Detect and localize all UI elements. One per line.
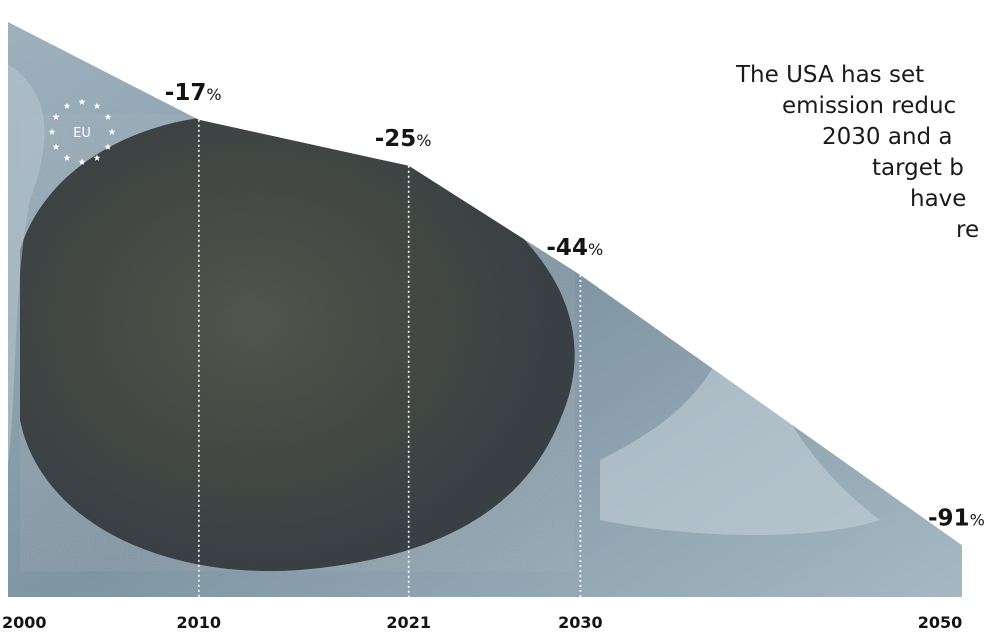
eu-star	[78, 158, 86, 165]
value-label-2030: -44%	[546, 235, 603, 261]
x-tick-label-2030: 2030	[558, 613, 603, 632]
eu-star	[108, 128, 116, 135]
year-dividers	[198, 119, 582, 597]
x-tick-label-2021: 2021	[386, 613, 431, 632]
value-number: -91	[928, 505, 970, 531]
value-labels: -17%-25%-44%-91%	[165, 80, 985, 531]
eu-badge: EU	[42, 92, 122, 172]
value-number: -25	[375, 126, 417, 152]
value-unit: %	[206, 85, 221, 104]
eu-badge-label: EU	[73, 126, 91, 141]
eu-star	[63, 154, 71, 161]
eu-star	[78, 98, 86, 105]
eu-star	[93, 102, 101, 109]
value-unit: %	[970, 510, 985, 529]
value-unit: %	[588, 240, 603, 259]
value-label-2050: -91%	[928, 505, 985, 531]
eu-star	[104, 143, 112, 150]
value-unit: %	[416, 131, 431, 150]
annotation-text: The USA has set emission reduc 2030 and …	[700, 60, 995, 380]
eu-star	[48, 128, 56, 135]
eu-star	[104, 113, 112, 120]
annotation-line: The USA has set	[736, 62, 925, 88]
x-tick-label-2000: 2000	[2, 613, 47, 632]
value-label-2010: -17%	[165, 80, 222, 106]
annotation-line: 2030 and a	[822, 124, 953, 150]
annotation-line: have	[910, 186, 967, 212]
eu-stars-icon: EU	[48, 98, 116, 165]
eu-star	[52, 143, 60, 150]
x-axis-tick-labels: 2000 2010 2021 2030 2050	[2, 613, 962, 632]
value-label-2021: -25%	[375, 126, 432, 152]
annotation-line: target b	[872, 155, 964, 181]
eu-star	[93, 154, 101, 161]
annotation-line: emission reduc	[782, 93, 957, 119]
value-number: -17	[165, 80, 207, 106]
x-tick-label-2050: 2050	[918, 613, 963, 632]
value-number: -44	[546, 235, 588, 261]
eu-star	[52, 113, 60, 120]
x-tick-label-2010: 2010	[177, 613, 222, 632]
eu-star	[63, 102, 71, 109]
annotation-line: re	[956, 217, 980, 243]
